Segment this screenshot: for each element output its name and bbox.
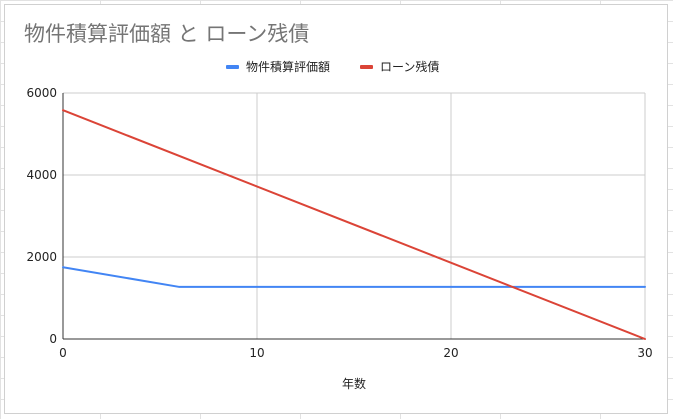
- chart-legend: 物件積算評価額 ローン残債: [0, 58, 673, 76]
- x-tick-label: 30: [637, 346, 652, 360]
- y-tick-label: 4000: [26, 168, 57, 182]
- legend-swatch-valuation: [226, 64, 239, 69]
- x-tick-label: 0: [59, 346, 67, 360]
- y-tick-label: 0: [49, 332, 57, 346]
- series-line-loan: [62, 109, 646, 340]
- legend-label-valuation: 物件積算評価額: [246, 60, 331, 74]
- y-tick-label: 6000: [26, 86, 57, 100]
- legend-item-loan[interactable]: ローン残債: [360, 58, 439, 75]
- chart-card[interactable]: [4, 4, 668, 414]
- legend-swatch-loan: [360, 64, 373, 69]
- legend-label-loan: ローン残債: [380, 60, 440, 74]
- x-tick-label: 20: [443, 346, 458, 360]
- series-line-valuation: [62, 266, 646, 288]
- legend-item-valuation[interactable]: 物件積算評価額: [226, 58, 330, 75]
- y-tick-label: 2000: [26, 250, 57, 264]
- x-tick-label: 10: [249, 346, 264, 360]
- x-axis-title: 年数: [342, 376, 366, 391]
- chart-title: 物件積算評価額 と ローン残債: [24, 22, 310, 46]
